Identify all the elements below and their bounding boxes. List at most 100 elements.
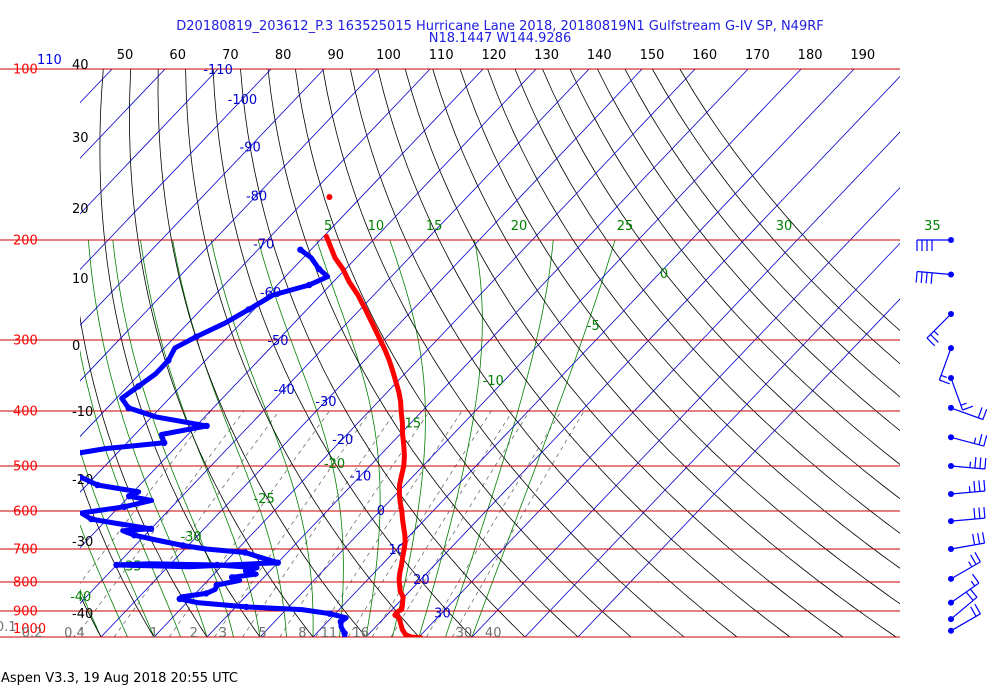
wind-barb: [948, 603, 981, 634]
dewpoint-point: [131, 532, 138, 539]
wind-barb-flag: [973, 480, 976, 492]
dewpoint-point: [126, 493, 133, 500]
wind-barb-flag: [974, 552, 981, 563]
wind-barb-staff: [938, 347, 952, 381]
wind-barb-flag: [965, 591, 974, 601]
moist-adiabat-label: 10: [368, 219, 385, 234]
isotherm-line: [80, 69, 431, 438]
dewpoint-point: [176, 595, 183, 603]
mixing-ratio-label: 8: [298, 626, 306, 641]
dewpoint-point: [343, 636, 348, 637]
wind-barb-staff: [950, 517, 985, 522]
isotherm-line: [524, 242, 900, 637]
temperature-axis-label: -10: [72, 405, 93, 420]
wind-barb-flag: [974, 603, 981, 615]
dewpoint-point: [245, 306, 252, 313]
top-axis-label: 130: [534, 48, 559, 63]
wind-barb: [938, 345, 954, 385]
wind-barb-halfflag: [940, 374, 947, 378]
dry-adiabat-line: [80, 477, 155, 637]
wind-barb-halfflag: [970, 580, 976, 587]
moist-adiabat-label: 35: [924, 219, 941, 234]
dry-adiabat-line: [185, 69, 420, 637]
isotherm-line: [418, 131, 900, 637]
isotherm-label: -90: [240, 141, 261, 156]
moist-adiabat-label: 15: [426, 219, 443, 234]
chart-title: D20180819_203612_P.3 163525015 Hurricane…: [176, 19, 823, 34]
dewpoint-point: [125, 404, 132, 412]
dry-adiabat-line: [212, 69, 473, 637]
moist-adiabat-line: [88, 239, 208, 637]
pressure-label: 1000: [13, 622, 46, 637]
moist-adiabat-label: 20: [511, 219, 528, 234]
dry-adiabat-line: [295, 69, 632, 637]
wind-barb-flag: [983, 435, 988, 447]
wind-barb-flag: [978, 480, 981, 492]
wind-barb-halfflag: [968, 561, 973, 568]
wind-barb: [948, 433, 988, 447]
top-axis-label: 120: [481, 48, 506, 63]
isotherm-label: -30: [315, 395, 336, 410]
sounding-profiles: [44, 194, 424, 637]
isotherm-line: [80, 69, 484, 493]
dewpoint-point: [315, 265, 323, 273]
wind-barb-staff: [926, 313, 952, 339]
mixing-ratio-label: 2: [190, 626, 198, 641]
moist-adiabat-line: [80, 524, 128, 637]
wind-barb: [926, 311, 954, 347]
wind-barb-halfflag: [969, 461, 972, 468]
wind-barb-staff: [950, 377, 964, 411]
dewpoint-point: [94, 481, 101, 489]
top-axis-label: 60: [169, 48, 186, 63]
wind-barb-staff: [917, 270, 952, 276]
moist-adiabat-line: [80, 449, 155, 637]
wind-barb-flag: [972, 533, 976, 545]
wind-barb-staff: [950, 436, 984, 447]
dry-adiabat-line: [459, 69, 900, 605]
wind-barb: [916, 237, 954, 251]
mixing-ratio-label: 40: [485, 626, 502, 641]
isotherm-label: -80: [246, 190, 267, 205]
isotherm-line: [80, 69, 378, 382]
isotherm-label: -10: [350, 470, 371, 485]
dewpoint-point: [44, 468, 50, 474]
dry-adiabat-line: [128, 69, 314, 637]
moist-adiabat-label: -40: [70, 590, 91, 605]
top-axis-label: 80: [275, 48, 292, 63]
dewpoint-point: [326, 610, 334, 617]
top-axis-label: 140: [587, 48, 612, 63]
temperature-axis-label: 30: [72, 131, 89, 146]
wind-barb-flag: [977, 532, 981, 545]
isotherm-line: [80, 69, 590, 604]
moist-adiabat-label: -30: [180, 530, 201, 545]
dewpoint-point: [337, 618, 344, 625]
wind-barb: [948, 532, 986, 552]
wind-barb-flag: [930, 272, 933, 284]
wind-barb-halfflag: [960, 402, 967, 406]
moist-adiabat-label: -5: [587, 319, 600, 334]
wind-barb: [948, 573, 980, 606]
dewpoint-point: [228, 574, 236, 581]
wind-barb-flag: [978, 433, 983, 445]
dry-adiabat-line: [349, 69, 738, 637]
dewpoint-point: [179, 542, 187, 549]
dewpoint-point: [213, 581, 220, 589]
dry-adiabat-line: [322, 69, 685, 637]
wind-barb-flag: [974, 457, 977, 469]
wind-barb-flag: [982, 408, 988, 420]
wind-barb-flag: [939, 379, 950, 385]
wind-barb-flag: [930, 334, 939, 343]
dewpoint-point: [242, 567, 250, 575]
isotherm-line: [259, 69, 802, 637]
dry-adiabat-line: [267, 69, 579, 637]
dewpoint-point: [135, 383, 142, 390]
pressure-label: 200: [13, 233, 38, 248]
wind-barb-flag: [972, 573, 980, 584]
isotherm-line: [365, 75, 900, 637]
top-axis-label: 90: [328, 48, 345, 63]
wind-barb-flag: [970, 554, 977, 565]
isotherm-label: 20: [413, 573, 430, 588]
wind-barb: [948, 457, 987, 470]
wind-barb-flag: [979, 457, 982, 469]
